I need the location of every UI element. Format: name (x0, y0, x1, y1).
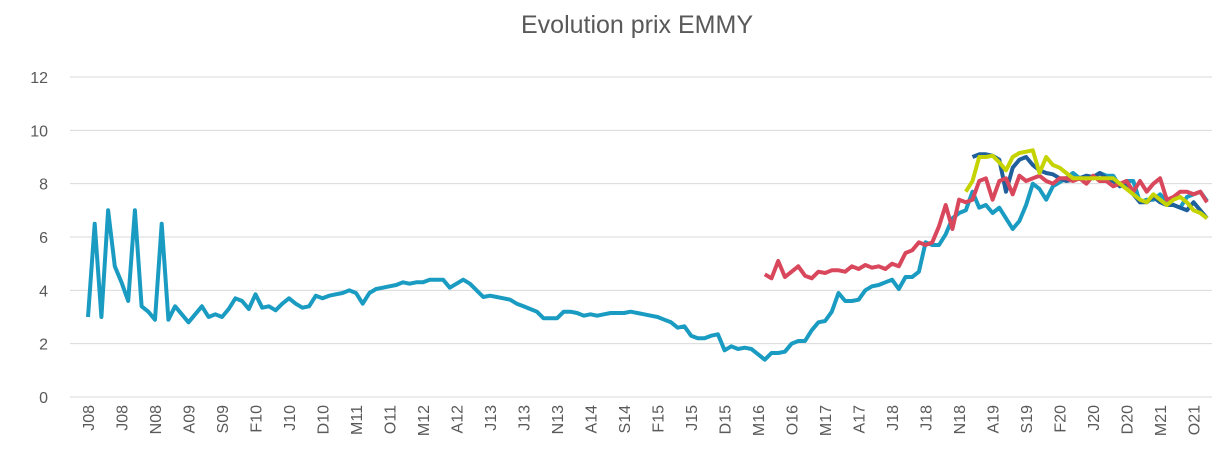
x-tick-label: A19 (986, 405, 1003, 434)
x-tick-label: N08 (148, 405, 165, 434)
y-tick-label: 6 (39, 230, 48, 247)
x-tick-label: J13 (483, 405, 500, 431)
x-tick-label: A12 (450, 405, 467, 434)
y-tick-label: 0 (39, 390, 48, 407)
x-tick-label: A17 (852, 405, 869, 434)
x-tick-label: S19 (1019, 405, 1036, 434)
y-tick-label: 4 (39, 283, 48, 300)
y-tick-label: 10 (30, 123, 48, 140)
x-tick-label: J15 (684, 405, 701, 431)
x-tick-label: J20 (1086, 405, 1103, 431)
x-tick-label: M11 (349, 405, 366, 435)
x-tick-label: D20 (1120, 405, 1137, 434)
y-tick-label: 8 (39, 177, 48, 194)
x-tick-label: F10 (249, 405, 266, 433)
x-tick-label: J18 (919, 405, 936, 431)
x-tick-label: M17 (818, 405, 835, 436)
series-line (763, 173, 1209, 281)
x-tick-label: D15 (718, 405, 735, 434)
x-tick-label: S09 (215, 405, 232, 434)
x-tick-label: F20 (1053, 405, 1070, 433)
x-tick-label: J08 (115, 405, 132, 431)
x-tick-label: M16 (751, 405, 768, 436)
x-tick-label: J08 (81, 405, 98, 431)
series-line (86, 171, 1209, 362)
x-tick-label: O16 (785, 405, 802, 435)
x-tick-label: S14 (617, 405, 634, 434)
chart-title: Evolution prix EMMY (521, 11, 753, 39)
x-tick-label: J10 (282, 405, 299, 431)
y-tick-label: 12 (30, 70, 48, 87)
series-line (964, 148, 1209, 220)
x-tick-label: J13 (517, 405, 534, 431)
x-tick-label: N18 (952, 405, 969, 434)
x-tick-label: M12 (416, 405, 433, 436)
x-tick-label: J18 (885, 405, 902, 431)
x-tick-label: A14 (584, 405, 601, 434)
x-tick-label: N13 (550, 405, 567, 434)
x-tick-label: D10 (316, 405, 333, 434)
x-tick-label: M21 (1153, 405, 1170, 436)
x-tick-label: A09 (182, 405, 199, 434)
x-tick-label: O21 (1187, 405, 1204, 435)
x-tick-label: O11 (383, 405, 400, 434)
x-tick-label: F15 (651, 405, 668, 433)
y-tick-label: 2 (39, 337, 48, 354)
